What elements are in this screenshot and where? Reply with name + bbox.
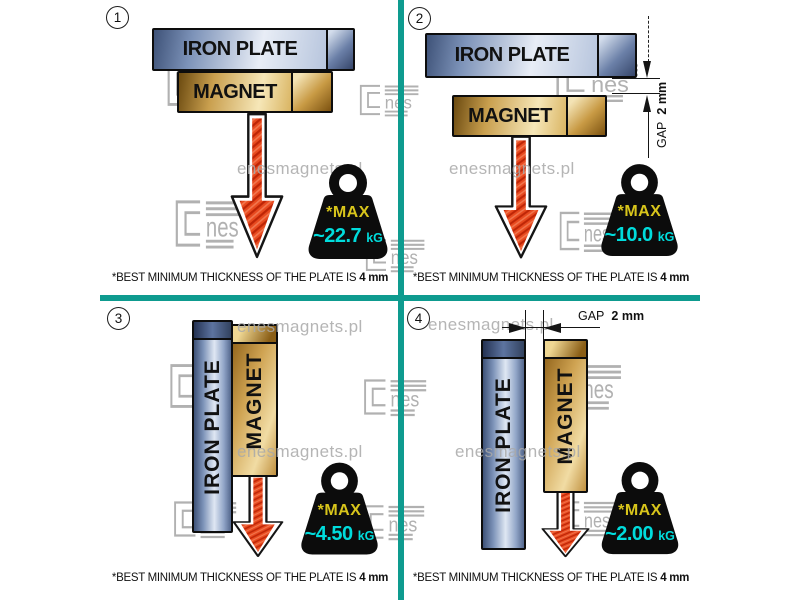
- panel3-weight-icon: *MAX ~4.50 kG: [295, 461, 384, 558]
- panel4-dim-arrow-right-icon: [509, 323, 526, 333]
- gap-label-text: GAP: [655, 121, 669, 148]
- watermark-url-text: enesmagnets.pl: [449, 159, 575, 178]
- panel1-max-value: ~22.7: [313, 225, 362, 247]
- panel4-iron-plate-cap: [483, 341, 524, 359]
- panel1-weight-icon: *MAX ~22.7 kG: [302, 163, 394, 262]
- panel1-magnet-label: MAGNET: [193, 80, 277, 103]
- panel2-footnote-text: *BEST MINIMUM THICKNESS OF THE PLATE IS: [412, 272, 658, 284]
- panel2-iron-plate-label: IRON PLATE: [454, 44, 570, 66]
- panel4-iron-plate: IRON PLATE: [481, 339, 526, 550]
- panel2-dim-line: [648, 112, 649, 158]
- panel4-magnet: MAGNET: [543, 339, 588, 493]
- panel2-iron-plate-side: [597, 35, 635, 76]
- panel2-iron-plate: IRON PLATE: [425, 33, 637, 78]
- panel3-badge: 3: [107, 307, 130, 330]
- enes-logo-watermark: nes: [359, 84, 419, 117]
- enes-logo-text: nes: [391, 247, 418, 268]
- panel3-max-label: *MAX: [317, 502, 362, 519]
- panel3-pull-arrow-icon: [232, 474, 284, 557]
- panel4-badge: 4: [407, 307, 430, 330]
- panel2-max-value: ~10.0: [604, 224, 654, 246]
- panel2-magnet-front: MAGNET: [454, 97, 566, 135]
- panel2-dim-tick-top: [612, 78, 660, 79]
- panel1-pull-arrow-icon: [230, 112, 284, 259]
- panel4-gap-label: GAP 2 mm: [578, 309, 644, 323]
- panel3-unit: kG: [357, 529, 375, 543]
- panel1-max-label: *MAX: [326, 204, 370, 221]
- enes-logo-watermark: nes: [559, 211, 617, 252]
- watermark-url-text: enesmagnets.pl: [455, 442, 581, 461]
- panel2-footnote: *BEST MINIMUM THICKNESS OF THE PLATE IS 4…: [413, 272, 689, 284]
- enes-logo-text: nes: [584, 509, 610, 532]
- panel3-footnote: *BEST MINIMUM THICKNESS OF THE PLATE IS 4…: [112, 572, 388, 584]
- panel3-max-value: ~4.50: [304, 523, 354, 545]
- watermark-url-text: enesmagnets.pl: [237, 442, 363, 461]
- panel1-footnote-bold: 4 mm: [359, 272, 389, 284]
- panel1-magnet-front: MAGNET: [179, 73, 291, 111]
- panel4-unit: kG: [658, 529, 675, 543]
- panel2-magnet-side: [566, 97, 605, 135]
- panel4-number: 4: [414, 311, 423, 326]
- panel3-footnote-bold: 4 mm: [359, 572, 389, 584]
- panel4-footnote-bold: 4 mm: [660, 572, 690, 584]
- panel2-gap-label: GAP 2 mm: [655, 82, 669, 148]
- panel1-footnote-text: *BEST MINIMUM THICKNESS OF THE PLATE IS: [111, 272, 357, 284]
- panel2-badge: 2: [408, 7, 431, 30]
- panel1-number: 1: [113, 10, 122, 25]
- panel2-footnote-bold: 4 mm: [660, 272, 690, 284]
- enes-logo-watermark: nes: [364, 379, 427, 417]
- panel4-max-label: *MAX: [618, 502, 662, 519]
- panel3-magnet: MAGNET: [231, 324, 278, 477]
- panel2-max-label: *MAX: [617, 203, 662, 220]
- panel1-iron-plate-label: IRON PLATE: [182, 38, 298, 60]
- gap-value-text: 2 mm: [611, 309, 645, 323]
- watermark-url-text: enesmagnets.pl: [237, 317, 363, 336]
- panel3-iron-plate-cap: [194, 322, 231, 340]
- gap-value-text: 2 mm: [655, 81, 669, 115]
- panel2-dim-arrow-down-icon: [643, 61, 651, 78]
- panel3-magnet-cap: [233, 326, 276, 344]
- watermark-url-text: enesmagnets.pl: [428, 315, 554, 334]
- horizontal-divider: [100, 295, 700, 301]
- panel1-unit: kG: [366, 231, 383, 245]
- panel4-weight-icon: *MAX ~2.00 kG: [595, 461, 685, 557]
- panel3-number: 3: [114, 311, 123, 326]
- panel4-max-value: ~2.00: [605, 523, 654, 545]
- panel1-footnote: *BEST MINIMUM THICKNESS OF THE PLATE IS 4…: [112, 272, 388, 284]
- panel1-badge: 1: [106, 6, 129, 29]
- panel3-magnet-label: MAGNET: [242, 352, 266, 449]
- panel3-iron-plate-label: IRON PLATE: [200, 358, 224, 495]
- panel2-pull-arrow-icon: [494, 135, 548, 259]
- enes-logo-text: nes: [206, 212, 239, 243]
- panel2-dim-extension-line: [648, 16, 649, 62]
- panel1-iron-plate-front: IRON PLATE: [154, 30, 326, 69]
- gap-label-text: GAP: [578, 309, 605, 323]
- panel3-iron-plate: IRON PLATE: [192, 320, 233, 533]
- panel1-iron-plate: IRON PLATE: [152, 28, 355, 71]
- panel3-footnote-text: *BEST MINIMUM THICKNESS OF THE PLATE IS: [111, 572, 357, 584]
- enes-logo-text: nes: [583, 374, 613, 404]
- enes-logo-text: nes: [391, 388, 420, 412]
- panel2-magnet-label: MAGNET: [468, 104, 552, 127]
- panel4-pull-arrow-icon: [541, 490, 590, 558]
- panel1-magnet: MAGNET: [177, 71, 333, 113]
- panel4-magnet-cap: [545, 341, 586, 359]
- panel2-dim-tick-bottom: [612, 93, 660, 94]
- panel2-unit: kG: [657, 230, 675, 244]
- panel4-footnote: *BEST MINIMUM THICKNESS OF THE PLATE IS 4…: [413, 572, 689, 584]
- watermark-url-text: enesmagnets.pl: [237, 159, 363, 178]
- panel2-number: 2: [415, 11, 424, 26]
- panel4-footnote-text: *BEST MINIMUM THICKNESS OF THE PLATE IS: [412, 572, 658, 584]
- panel2-magnet: MAGNET: [452, 95, 607, 137]
- panel1-iron-plate-side: [326, 30, 353, 69]
- panel1-magnet-side: [291, 73, 331, 111]
- panel4-dim-arrow-left-icon: [544, 323, 561, 333]
- panel4-dim-extension-right: [543, 310, 544, 341]
- panel2-iron-plate-front: IRON PLATE: [427, 35, 597, 76]
- panel2-dim-arrow-up-icon: [643, 95, 651, 112]
- panel2-weight-icon: *MAX ~10.0 kG: [595, 162, 684, 260]
